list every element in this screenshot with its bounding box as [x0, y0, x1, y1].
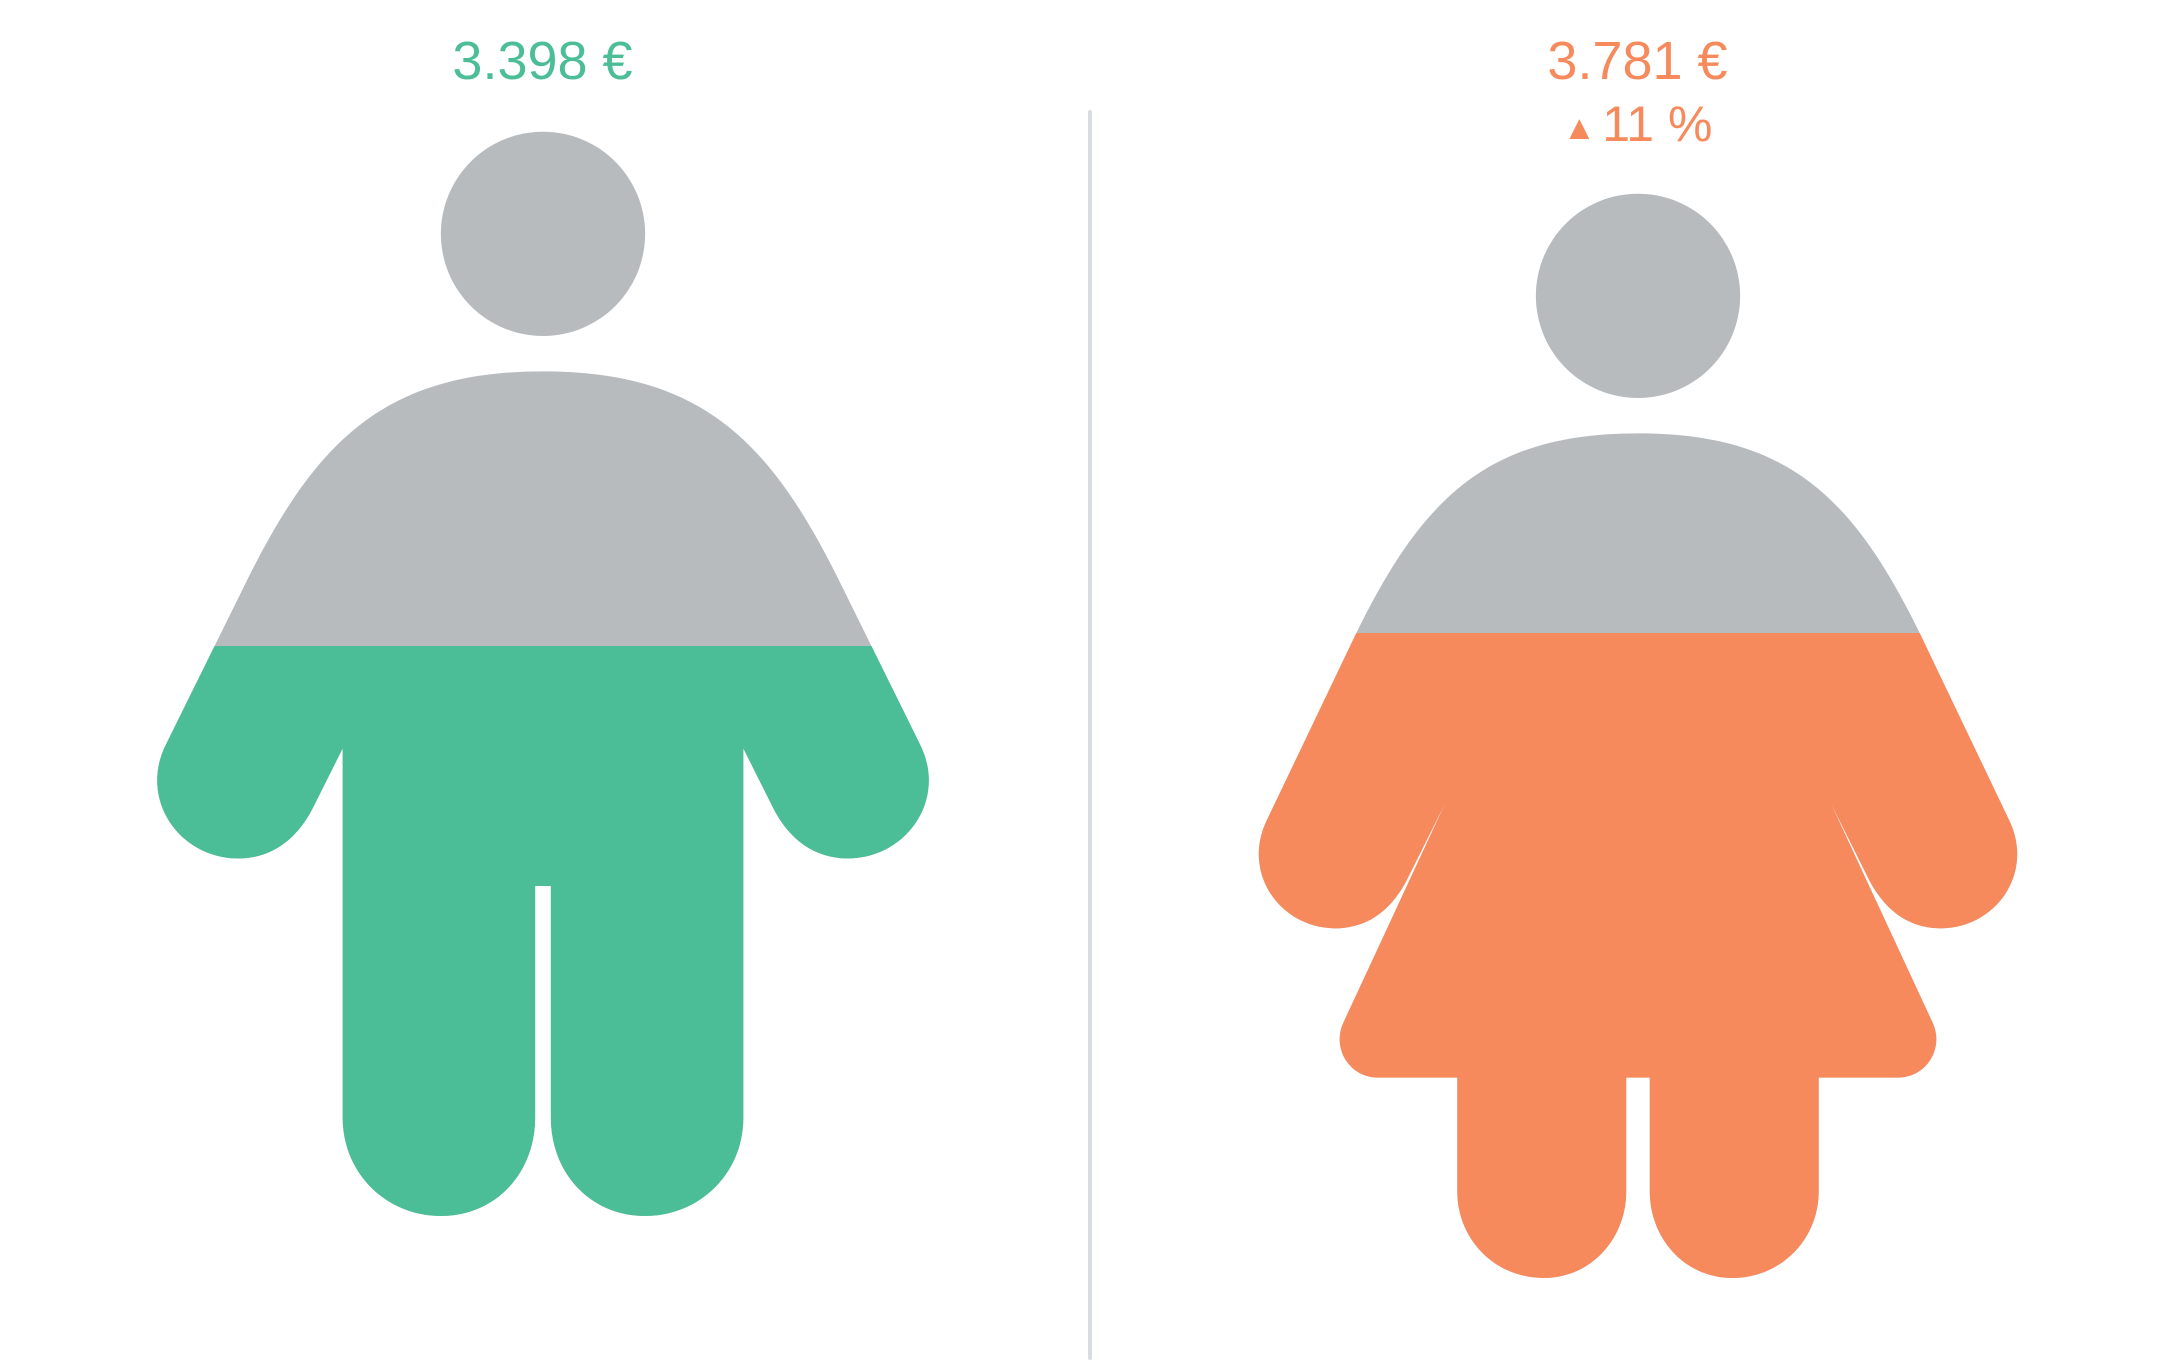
female-value-label: 3.781 € ▲11 %: [1547, 30, 1727, 154]
male-value-label: 3.398 €: [452, 30, 632, 92]
panel-male: 3.398 €: [0, 0, 1085, 1364]
male-pictogram: [103, 116, 983, 1216]
female-delta-text: 11 %: [1602, 96, 1712, 152]
panel-female: 3.781 € ▲11 %: [1095, 0, 2180, 1364]
female-delta: ▲11 %: [1563, 96, 1713, 154]
panel-divider: [1085, 0, 1095, 1364]
divider-line: [1088, 110, 1092, 1360]
female-amount: 3.781 €: [1547, 30, 1727, 92]
male-amount: 3.398 €: [452, 30, 632, 92]
female-pictogram: [1198, 178, 2078, 1278]
up-arrow-icon: ▲: [1563, 109, 1597, 148]
